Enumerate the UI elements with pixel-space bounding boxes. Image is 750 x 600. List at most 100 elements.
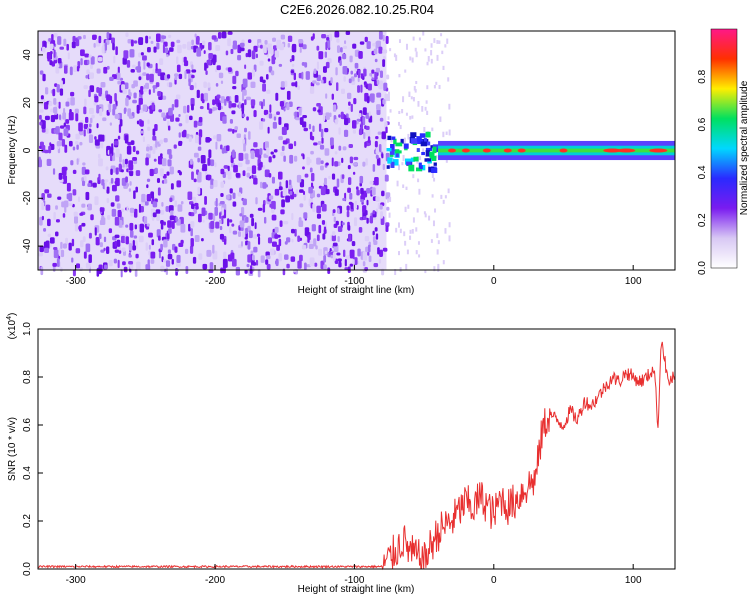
noise-cell <box>152 128 156 136</box>
noise-cell <box>189 85 194 91</box>
noise-cell <box>243 143 246 152</box>
snr-y-tick-label: 0.8 <box>22 370 33 384</box>
noise-cell <box>217 31 222 39</box>
noise-cell <box>92 34 97 41</box>
transition-cell <box>399 124 402 130</box>
noise-cell <box>117 135 121 140</box>
noise-cell <box>113 140 119 146</box>
noise-cell <box>349 156 354 164</box>
noise-cell <box>336 45 341 53</box>
noise-cell <box>378 46 383 54</box>
transition-cell <box>387 91 390 98</box>
noise-cell <box>232 86 237 90</box>
noise-cell <box>88 134 94 143</box>
noise-cell <box>367 244 371 253</box>
noise-cell <box>85 74 89 79</box>
noise-cell <box>220 181 225 188</box>
transition-cell <box>389 48 392 52</box>
noise-cell <box>336 38 340 43</box>
noise-cell <box>288 184 293 190</box>
noise-cell <box>90 56 95 65</box>
noise-cell <box>71 238 75 247</box>
noise-cell <box>245 52 249 58</box>
noise-cell <box>135 170 141 177</box>
noise-cell <box>380 211 383 219</box>
noise-cell <box>105 166 109 171</box>
noise-cell <box>68 192 73 202</box>
snr-y-tick-label: 1.0 <box>22 322 33 336</box>
noise-cell <box>100 81 106 88</box>
noise-cell <box>242 113 246 118</box>
noise-cell <box>82 236 86 242</box>
transition-cell <box>404 69 407 73</box>
noise-cell <box>222 258 228 268</box>
noise-cell <box>237 44 242 54</box>
noise-cell <box>168 154 173 160</box>
noise-cell <box>181 57 185 66</box>
noise-cell <box>266 74 269 80</box>
noise-cell <box>75 113 79 122</box>
noise-cell <box>122 89 127 95</box>
noise-cell <box>352 43 357 49</box>
transition-cell <box>424 48 427 52</box>
noise-cell <box>240 241 243 247</box>
noise-cell <box>87 59 90 65</box>
noise-cell <box>108 228 113 234</box>
noise-cell <box>75 263 81 269</box>
noise-cell <box>169 166 174 175</box>
noise-cell <box>377 83 383 88</box>
noise-cell <box>163 179 168 184</box>
noise-cell <box>132 64 136 68</box>
noise-cell <box>171 258 174 265</box>
noise-cell <box>358 226 363 233</box>
noise-cell <box>132 156 138 161</box>
noise-cell <box>67 52 70 60</box>
signal-band-core <box>438 148 675 153</box>
colorbar-tick-label: 0.6 <box>697 117 708 131</box>
noise-cell <box>41 215 45 221</box>
noise-cell <box>284 241 288 245</box>
noise-cell <box>220 168 225 175</box>
noise-cell <box>57 57 62 64</box>
noise-cell <box>110 168 113 176</box>
spectrogram-x-tick-label: -200 <box>205 276 225 287</box>
noise-cell <box>333 216 336 223</box>
noise-cell <box>324 177 327 186</box>
noise-cell <box>146 178 151 183</box>
snr-frame <box>37 328 676 570</box>
noise-cell <box>160 219 164 225</box>
transition-cell <box>398 251 401 256</box>
noise-cell <box>85 116 89 124</box>
noise-cell <box>124 158 128 165</box>
noise-cell <box>284 254 289 260</box>
transition-cell <box>424 213 427 218</box>
noise-cell <box>139 120 144 127</box>
noise-cell <box>160 209 165 215</box>
noise-cell <box>143 88 148 92</box>
noise-cell <box>103 66 108 74</box>
noise-cell <box>138 235 144 243</box>
noise-cell <box>156 42 160 50</box>
noise-cell <box>232 75 237 85</box>
noise-cell <box>267 43 272 52</box>
noise-cell <box>60 241 63 249</box>
colorbar-gradient <box>710 28 738 269</box>
noise-cell <box>61 139 66 147</box>
transition-cell <box>411 57 414 63</box>
signal-cell <box>420 164 426 171</box>
noise-cell <box>140 86 144 95</box>
noise-cell <box>382 34 385 42</box>
noise-cell <box>227 128 233 132</box>
noise-cell <box>39 145 43 149</box>
noise-cell <box>114 216 120 226</box>
noise-cell <box>114 249 120 253</box>
noise-cell <box>218 219 222 224</box>
noise-cell <box>167 125 171 131</box>
noise-cell <box>41 202 45 211</box>
noise-cell <box>169 47 174 52</box>
transition-cell <box>444 228 447 234</box>
transition-cell <box>423 211 426 215</box>
noise-cell <box>364 141 367 148</box>
transition-cell <box>401 108 404 114</box>
